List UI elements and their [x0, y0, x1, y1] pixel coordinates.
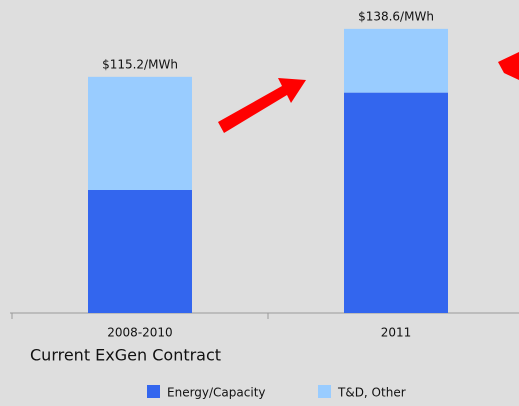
x-tick-label: 2008-2010	[107, 326, 172, 340]
bar-segment	[88, 76, 192, 190]
x-tick-label: 2011	[381, 326, 412, 340]
bar-segment	[88, 190, 192, 313]
legend-swatch	[318, 385, 331, 398]
total-label: $115.2/MWh	[102, 57, 178, 71]
legend-swatch	[147, 385, 160, 398]
bar-segment	[344, 92, 448, 313]
annotation: Current ExGen Contract	[30, 346, 221, 365]
bar-segment	[344, 28, 448, 93]
arrow	[498, 52, 519, 80]
legend-label: Energy/Capacity	[167, 386, 266, 400]
legend-label: T&D, Other	[337, 386, 406, 400]
total-label: $138.6/MWh	[358, 9, 434, 23]
arrow	[218, 78, 306, 133]
